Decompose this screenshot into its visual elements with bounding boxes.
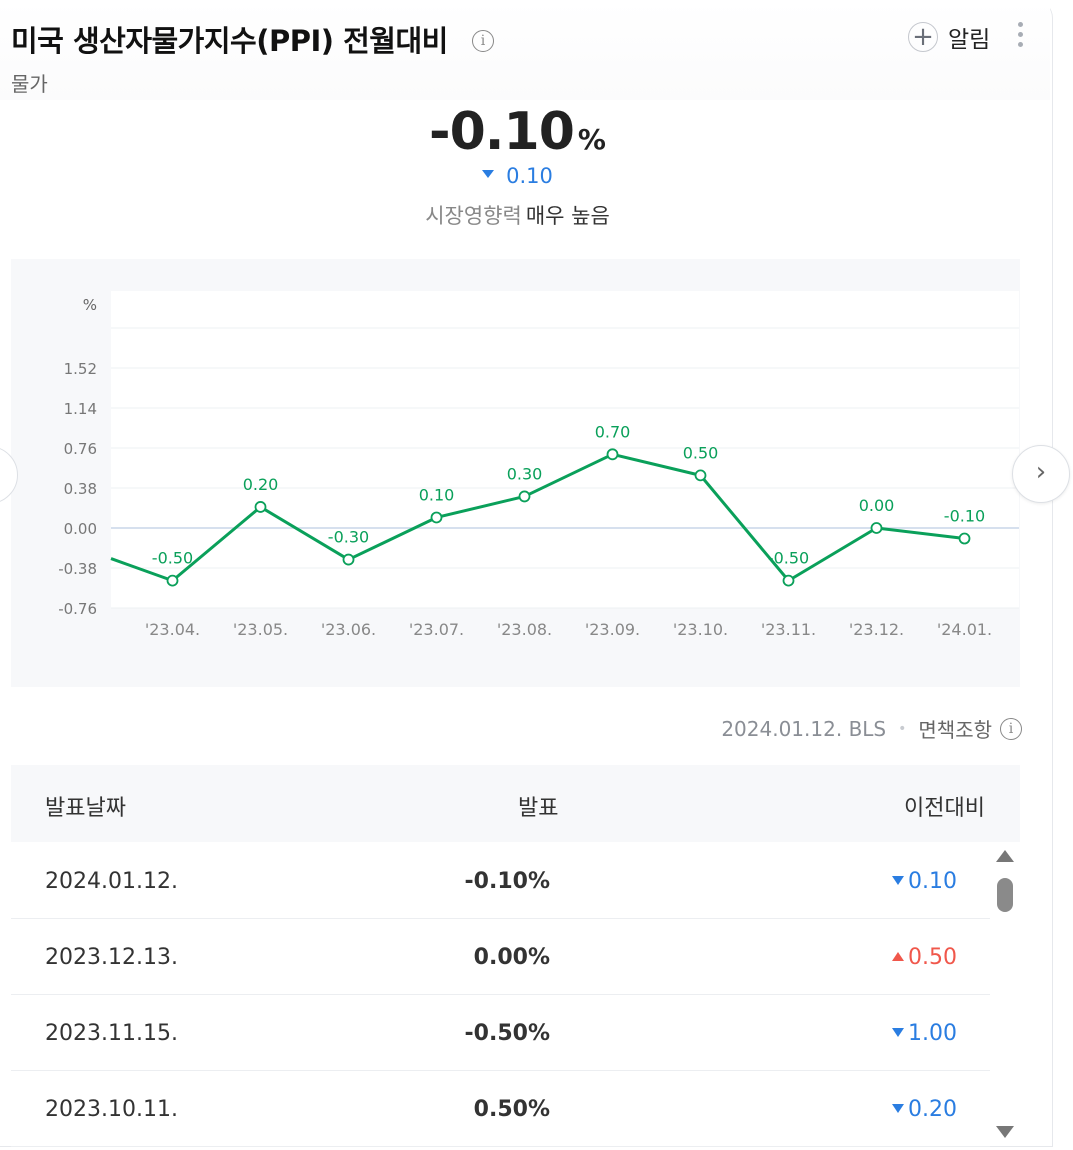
data-point [606,448,619,461]
source-date: 2024.01.12. [721,716,843,741]
table-row: 2024.01.12. -0.10% 0.10 [11,843,990,919]
data-label: 0.30 [507,464,543,483]
y-tick-label: 0.38 [64,480,97,498]
market-impact-value: 매우 높음 [525,204,610,228]
data-label: 0.70 [595,422,631,441]
data-point [870,522,883,534]
category-label: 물가 [11,72,48,96]
y-tick-label: 1.14 [64,400,97,418]
y-tick-label: -0.76 [58,600,97,618]
data-point [782,574,795,587]
y-axis-unit: % [83,296,97,314]
current-value-number: -0.10 [429,102,575,162]
disclaimer-link[interactable]: 면책조항 [918,718,992,742]
source-line: 2024.01.12. BLS • 면책조항 i [721,714,1022,743]
alert-button[interactable]: + 알림 [908,20,990,54]
down-triangle-icon [482,170,495,178]
row-change-value: 0.10 [908,869,957,894]
x-tick-label: '23.10. [673,620,728,639]
data-point [694,469,707,482]
data-point [166,574,179,587]
row-date: 2024.01.12. [45,869,178,894]
row-value: 0.50% [473,1097,550,1122]
x-tick-label: '23.05. [233,620,288,639]
data-label: 0.50 [683,443,719,462]
x-tick-label: '24.01. [937,620,992,639]
x-tick-label: '23.08. [497,620,552,639]
row-change: 0.50 [892,945,957,970]
table-row: 2023.11.15. -0.50% 1.00 [11,995,990,1071]
data-point [430,511,443,524]
change-value: 0.10 [506,164,553,188]
data-point [254,501,267,513]
down-triangle-icon [892,876,905,885]
data-label: -0.30 [328,528,369,547]
more-vertical-icon[interactable] [1012,22,1028,50]
data-point [518,490,531,503]
row-value: 0.00% [473,945,550,970]
x-tick-label: '23.06. [321,620,376,639]
row-change-value: 0.20 [908,1097,957,1122]
data-label: 0.00 [859,496,895,515]
x-tick-label: '23.12. [849,620,904,639]
scrollbar-thumb[interactable] [997,878,1013,912]
table-header: 발표날짜 발표 이전대비 [11,765,1020,842]
plot-background [111,291,1019,608]
data-label: -0.10 [944,507,985,526]
column-header-value: 발표 [518,796,559,821]
y-tick-label: 0.76 [64,440,97,458]
x-tick-label: '23.07. [409,620,464,639]
data-point [342,553,355,566]
row-change-value: 1.00 [908,1021,957,1046]
y-tick-label: 0.00 [64,520,97,538]
plus-icon: + [908,22,938,52]
column-header-change: 이전대비 [904,796,985,821]
chart-next-button[interactable]: › [1012,445,1070,503]
row-change: 0.20 [892,1097,957,1122]
down-triangle-icon [892,1104,905,1113]
table-scrollbar[interactable] [995,850,1017,1140]
current-value: -0.10% [0,102,1035,162]
row-change: 1.00 [892,1021,957,1046]
scroll-up-arrow-icon[interactable] [996,850,1014,862]
row-change-value: 0.50 [908,945,957,970]
down-triangle-icon [892,1028,905,1037]
scroll-down-arrow-icon[interactable] [996,1126,1014,1138]
x-tick-label: '23.11. [761,620,816,639]
y-tick-label: -0.38 [58,560,97,578]
data-point [958,532,971,545]
chart-area: % 1.52 1.14 0.76 0.38 0.00 -0.38 -0.76 '23.04. '2… [11,259,1020,687]
x-tick-label: '23.09. [585,620,640,639]
disclaimer-info-icon[interactable]: i [1000,717,1022,740]
table-row: 2023.10.11. 0.50% 0.20 [11,1071,990,1147]
row-change: 0.10 [892,869,957,894]
alert-label: 알림 [948,27,991,53]
y-tick-label: 1.52 [64,360,97,378]
ppi-line-chart: % 1.52 1.14 0.76 0.38 0.00 -0.38 -0.76 '23.04. '2… [58,291,1019,639]
market-impact: 시장영향력 매우 높음 [0,200,1035,230]
x-tick-label: '23.04. [145,620,200,639]
row-value: -0.50% [464,1021,550,1046]
row-date: 2023.10.11. [45,1097,178,1122]
column-header-date: 발표날짜 [45,796,126,821]
info-icon[interactable]: i [472,30,494,52]
source-org: BLS [848,716,887,741]
header-band [0,0,1050,100]
data-label: -0.50 [152,549,193,568]
current-value-unit: % [577,123,606,156]
data-label: -0.50 [768,549,809,568]
up-triangle-icon [892,952,905,961]
source-separator: • [898,720,907,737]
change-indicator: 0.10 [0,164,1035,188]
row-date: 2023.11.15. [45,1021,178,1046]
page-title: 미국 생산자물가지수(PPI) 전월대비 [11,24,448,58]
row-date: 2023.12.13. [45,945,178,970]
row-value: -0.10% [464,869,550,894]
data-label: 0.20 [243,475,279,494]
history-table: 2024.01.12. -0.10% 0.10 2023.12.13. 0.00… [11,843,990,1147]
table-row: 2023.12.13. 0.00% 0.50 [11,919,990,995]
data-label: 0.10 [419,485,455,504]
market-impact-label: 시장영향력 [425,204,522,228]
